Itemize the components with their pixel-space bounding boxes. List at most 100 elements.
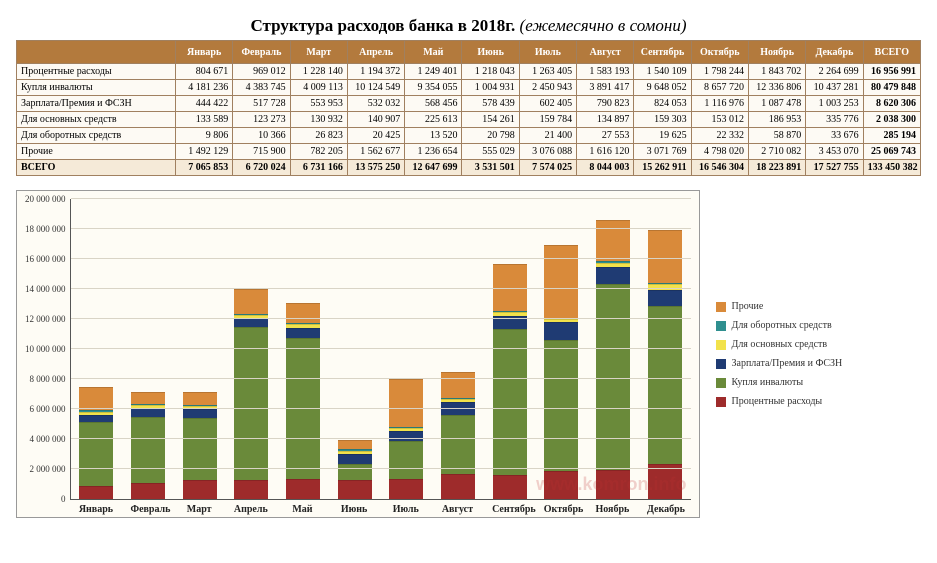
- bar-segment: [648, 306, 682, 464]
- table-cell: 225 613: [405, 112, 462, 128]
- expense-table: ЯнварьФевральМартАпрельМайИюньИюльАвгуст…: [16, 40, 921, 176]
- y-axis: 02 000 0004 000 0006 000 0008 000 00010 …: [25, 199, 70, 499]
- chart-area: 02 000 0004 000 0006 000 0008 000 00010 …: [16, 190, 921, 518]
- row-total: 8 620 306: [863, 96, 920, 112]
- table-cell: 10 366: [233, 128, 290, 144]
- table-corner: [17, 41, 176, 64]
- table-cell: 444 422: [176, 96, 233, 112]
- bar-segment: [131, 417, 165, 484]
- legend-item: Для оборотных средств: [716, 320, 843, 331]
- bar-segment: [131, 408, 165, 417]
- table-cell: 1 004 931: [462, 80, 519, 96]
- table-col-header: Январь: [176, 41, 233, 64]
- gridline: [71, 468, 691, 469]
- row-total: 2 038 300: [863, 112, 920, 128]
- table-cell: 1 263 405: [519, 64, 576, 80]
- bar-segment: [338, 464, 372, 480]
- legend-item: Прочие: [716, 301, 843, 312]
- table-cell: 2 264 699: [806, 64, 863, 80]
- table-cell: 532 032: [347, 96, 404, 112]
- table-cell: 4 798 020: [691, 144, 748, 160]
- table-cell: 1 492 129: [176, 144, 233, 160]
- bar-segment: [389, 441, 423, 479]
- table-cell: 602 405: [519, 96, 576, 112]
- bar: [79, 387, 113, 499]
- row-label: Для основных средств: [17, 112, 176, 128]
- table-cell: 969 012: [233, 64, 290, 80]
- table-col-header: Март: [290, 41, 347, 64]
- table-cell: 824 053: [634, 96, 691, 112]
- bar-segment: [441, 372, 475, 397]
- table-cell: 10 437 281: [806, 80, 863, 96]
- title-main: Структура расходов банка в 2018г.: [251, 16, 516, 35]
- x-tick-label: Январь: [73, 504, 119, 515]
- row-label: Процентные расходы: [17, 64, 176, 80]
- bar-segment: [234, 289, 268, 313]
- table-cell: 20 425: [347, 128, 404, 144]
- table-cell: 153 012: [691, 112, 748, 128]
- table-row: Процентные расходы804 671969 0121 228 14…: [17, 64, 921, 80]
- table-row: Для основных средств133 589123 273130 93…: [17, 112, 921, 128]
- table-cell: 58 870: [748, 128, 805, 144]
- table-cell: 16 546 304: [691, 160, 748, 176]
- table-cell: 186 953: [748, 112, 805, 128]
- legend-label: Купля инвалюты: [732, 377, 804, 388]
- bar-segment: [183, 418, 217, 479]
- table-cell: 517 728: [233, 96, 290, 112]
- legend-item: Зарплата/Премия и ФСЗН: [716, 358, 843, 369]
- bar-segment: [234, 480, 268, 499]
- table-cell: 1 228 140: [290, 64, 347, 80]
- gridline: [71, 378, 691, 379]
- legend-label: Зарплата/Премия и ФСЗН: [732, 358, 843, 369]
- bar-segment: [389, 379, 423, 426]
- table-row: Зарплата/Премия и ФСЗН444 422517 728553 …: [17, 96, 921, 112]
- gridline: [71, 318, 691, 319]
- bar-segment: [441, 415, 475, 474]
- table-cell: 4 181 236: [176, 80, 233, 96]
- bar-segment: [493, 329, 527, 475]
- table-cell: 12 336 806: [748, 80, 805, 96]
- bar-segment: [544, 245, 578, 318]
- table-cell: 6 731 166: [290, 160, 347, 176]
- legend-swatch: [716, 340, 726, 350]
- bar-segment: [183, 409, 217, 418]
- plot-grid: www.komron.info: [70, 199, 691, 500]
- table-cell: 6 720 024: [233, 160, 290, 176]
- bar-segment: [183, 480, 217, 499]
- row-label: Прочие: [17, 144, 176, 160]
- bar: [544, 245, 578, 499]
- table-cell: 553 953: [290, 96, 347, 112]
- row-total: 25 069 743: [863, 144, 920, 160]
- table-row: Прочие1 492 129715 900782 2051 562 6771 …: [17, 144, 921, 160]
- x-tick-label: Октябрь: [538, 504, 584, 515]
- page-title: Структура расходов банка в 2018г. (ежеме…: [16, 16, 921, 36]
- table-cell: 3 531 501: [462, 160, 519, 176]
- bar: [389, 379, 423, 499]
- table-cell: 3 076 088: [519, 144, 576, 160]
- x-tick-label: Май: [279, 504, 325, 515]
- table-cell: 568 456: [405, 96, 462, 112]
- row-label: ВСЕГО: [17, 160, 176, 176]
- table-cell: 1 616 120: [577, 144, 634, 160]
- bar-segment: [79, 415, 113, 423]
- legend-swatch: [716, 359, 726, 369]
- table-cell: 130 932: [290, 112, 347, 128]
- bar-segment: [648, 464, 682, 499]
- x-tick-label: Август: [434, 504, 480, 515]
- x-tick-label: Март: [176, 504, 222, 515]
- table-col-header: Ноябрь: [748, 41, 805, 64]
- table-cell: 21 400: [519, 128, 576, 144]
- table-cell: 804 671: [176, 64, 233, 80]
- table-cell: 20 798: [462, 128, 519, 144]
- bar-segment: [79, 486, 113, 499]
- table-cell: 1 087 478: [748, 96, 805, 112]
- table-cell: 17 527 755: [806, 160, 863, 176]
- table-cell: 1 116 976: [691, 96, 748, 112]
- table-cell: 8 657 720: [691, 80, 748, 96]
- row-total: 80 479 848: [863, 80, 920, 96]
- table-cell: 1 540 109: [634, 64, 691, 80]
- x-tick-label: Ноябрь: [589, 504, 635, 515]
- bar: [493, 264, 527, 499]
- table-cell: 10 124 549: [347, 80, 404, 96]
- chart-legend: ПрочиеДля оборотных средствДля основных …: [700, 293, 847, 415]
